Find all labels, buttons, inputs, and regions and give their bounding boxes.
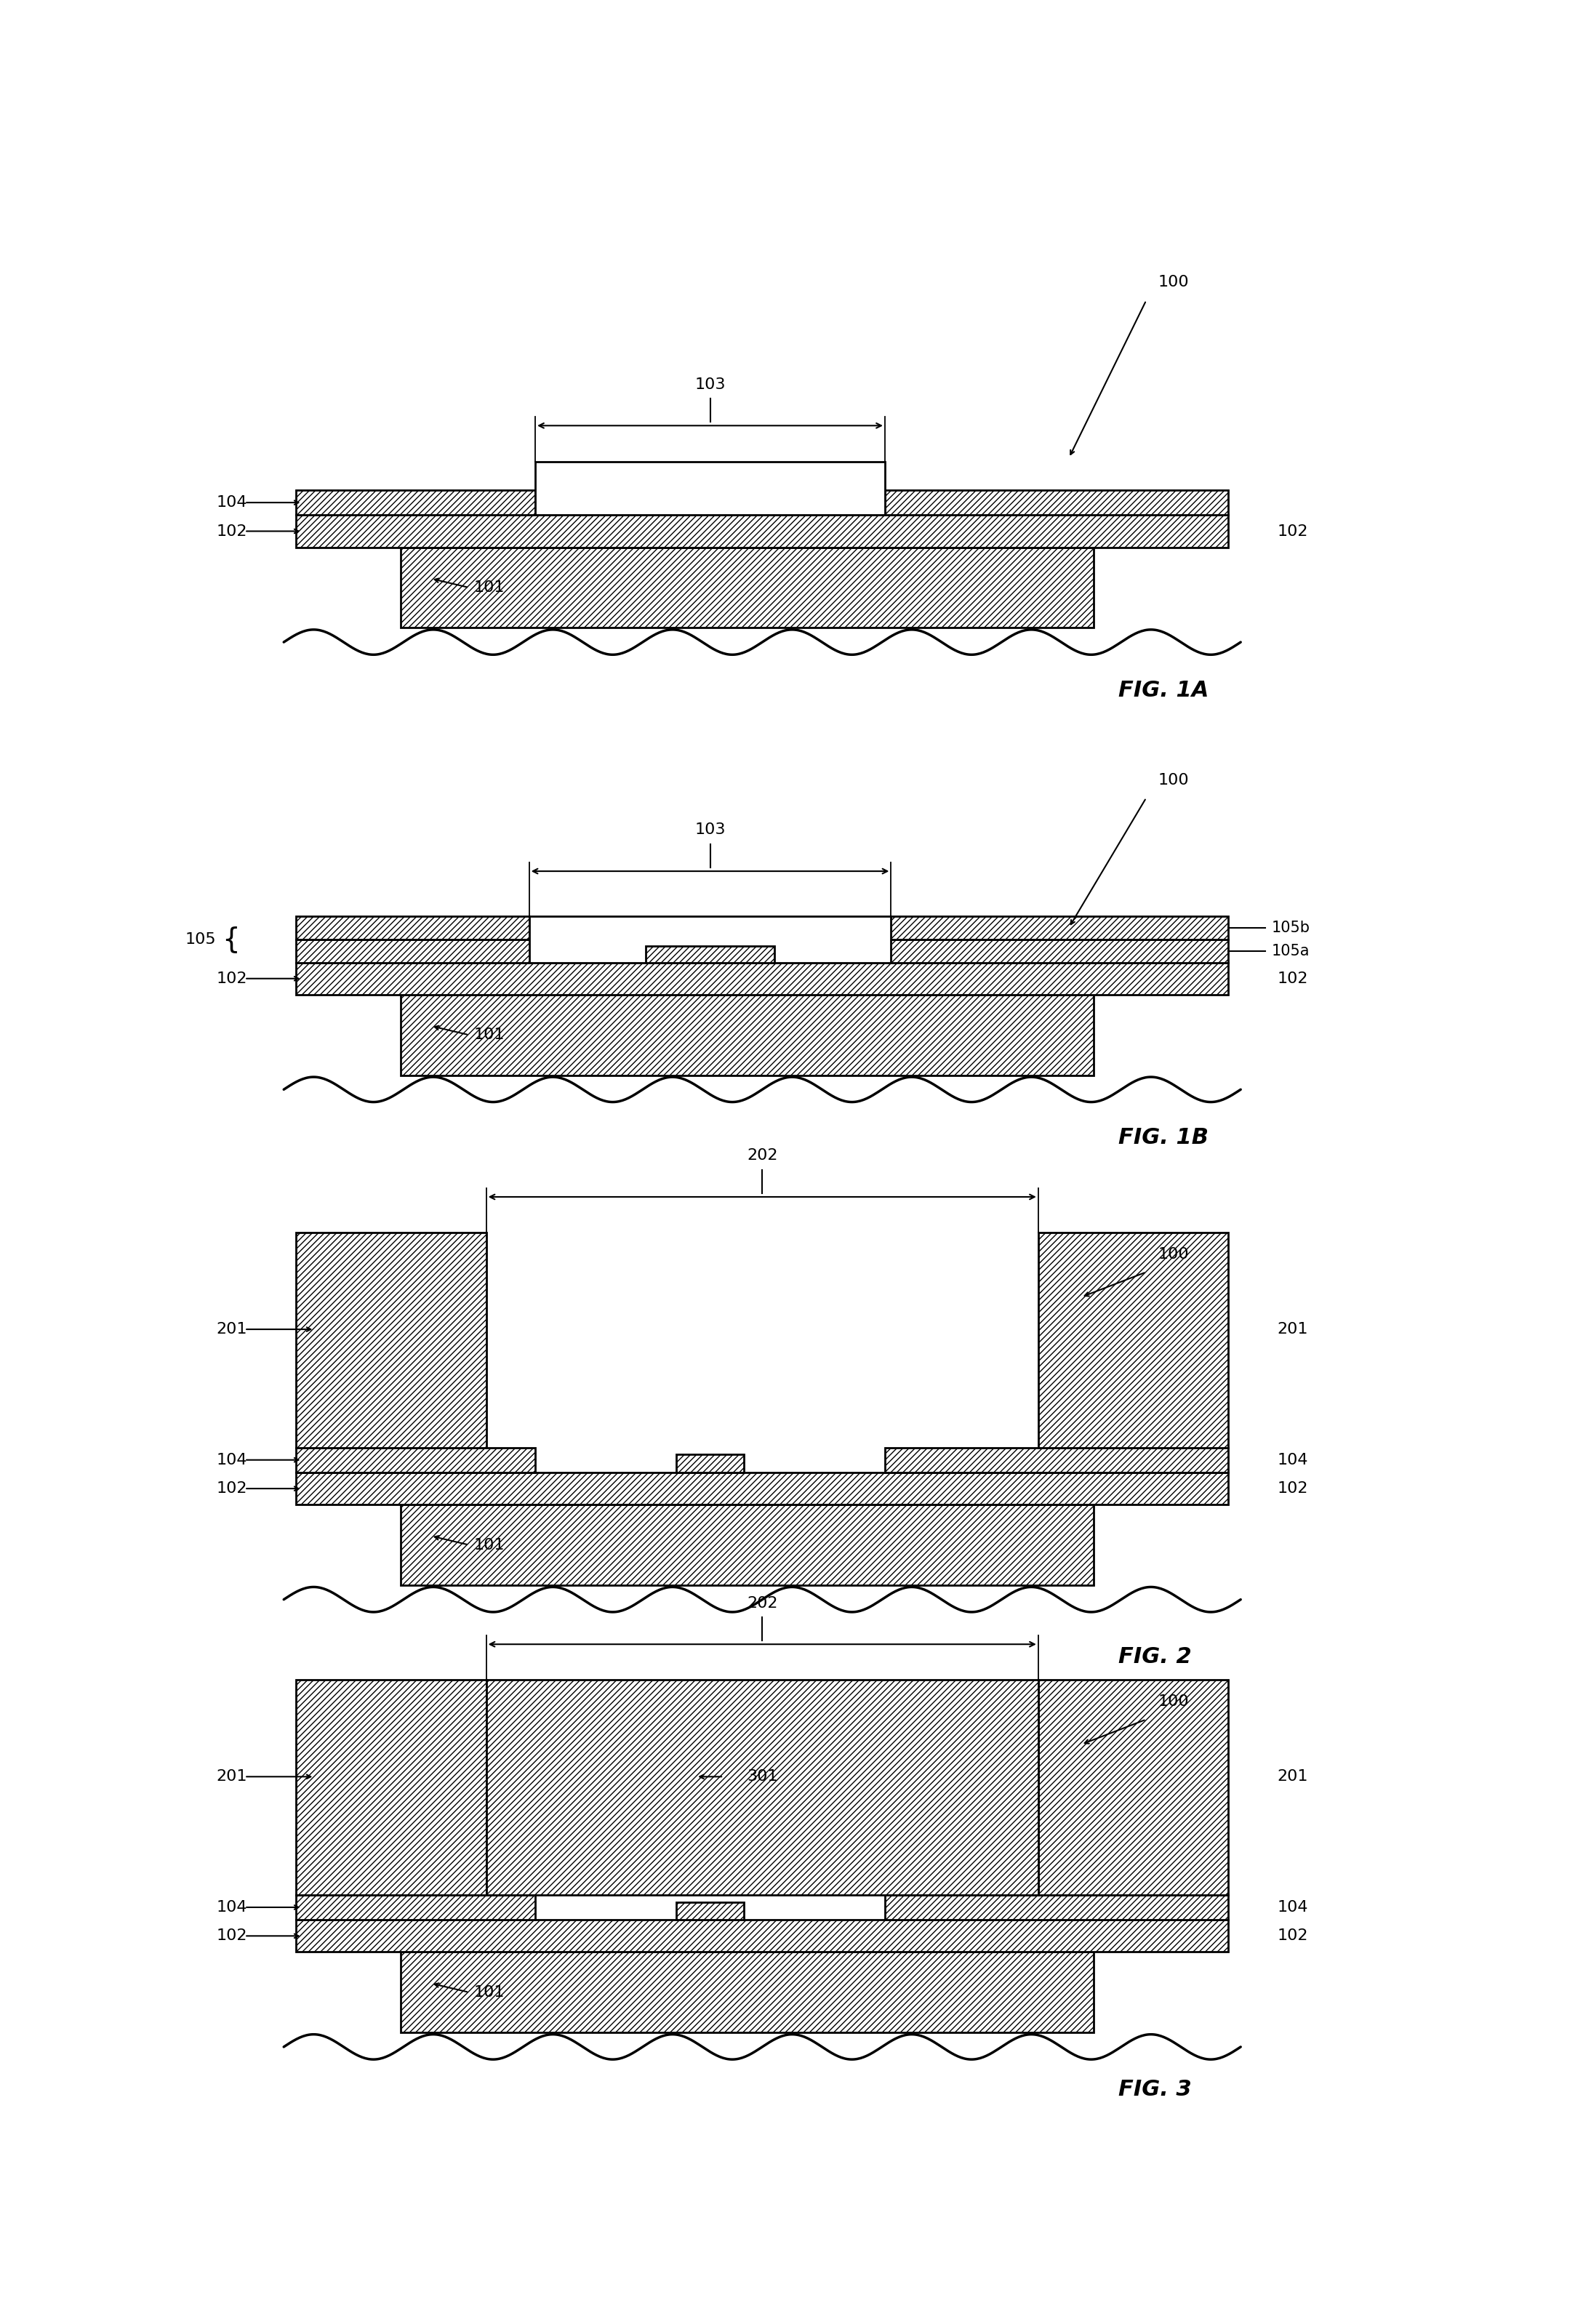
Bar	[296, 516, 1228, 546]
Text: 102: 102	[1277, 1480, 1309, 1497]
Text: 103: 103	[695, 376, 725, 393]
Text: 102: 102	[215, 523, 247, 539]
Text: FIG. 2: FIG. 2	[1118, 1645, 1192, 1666]
Text: 102: 102	[1277, 971, 1309, 985]
Text: 100: 100	[1157, 772, 1189, 788]
Text: 201: 201	[1277, 1322, 1309, 1336]
Text: {: {	[222, 925, 241, 953]
Text: 102: 102	[215, 1480, 247, 1497]
Text: 104: 104	[215, 1901, 247, 1915]
Bar	[1038, 1680, 1228, 1894]
Text: 201: 201	[215, 1769, 247, 1785]
Text: 100: 100	[1157, 274, 1189, 290]
Text: 101: 101	[473, 581, 505, 595]
Bar	[646, 946, 774, 962]
Text: 202: 202	[747, 1597, 777, 1611]
Bar	[296, 1920, 1228, 1952]
Text: 102: 102	[215, 1929, 247, 1943]
Bar	[400, 995, 1094, 1076]
Bar	[885, 490, 1228, 516]
Bar	[296, 490, 535, 516]
Bar	[400, 546, 1094, 627]
Text: FIG. 3: FIG. 3	[1118, 2080, 1192, 2101]
Bar	[646, 946, 774, 962]
Bar	[296, 1232, 486, 1448]
Bar	[296, 939, 535, 962]
Text: 102: 102	[1277, 523, 1309, 539]
Bar	[296, 1894, 535, 1920]
Bar	[296, 1473, 1228, 1504]
Text: FIG. 1A: FIG. 1A	[1118, 681, 1208, 702]
Bar	[400, 1504, 1094, 1585]
Text: 201: 201	[215, 1322, 247, 1336]
Bar	[676, 1455, 744, 1473]
Text: 103: 103	[695, 823, 725, 837]
Bar	[891, 916, 1228, 939]
Text: 104: 104	[215, 1452, 247, 1466]
Bar	[400, 1952, 1094, 2034]
Text: 100: 100	[1157, 1248, 1189, 1262]
Text: 105a: 105a	[1271, 944, 1309, 957]
Bar	[296, 1448, 535, 1473]
Bar	[529, 916, 891, 962]
Bar	[1038, 1232, 1228, 1448]
Bar	[885, 939, 1228, 962]
Text: 100: 100	[1157, 1694, 1189, 1708]
Bar	[296, 1680, 486, 1894]
Text: 105b: 105b	[1271, 920, 1309, 934]
Bar	[885, 1448, 1228, 1473]
Text: 104: 104	[215, 495, 247, 509]
Bar	[535, 462, 885, 516]
Text: 202: 202	[747, 1148, 777, 1162]
Text: 201: 201	[1277, 1769, 1309, 1785]
Text: FIG. 1B: FIG. 1B	[1118, 1127, 1208, 1148]
Text: 104: 104	[1277, 1452, 1309, 1466]
Text: 102: 102	[1277, 1929, 1309, 1943]
Text: 101: 101	[473, 1538, 505, 1552]
Text: 101: 101	[473, 1027, 505, 1041]
Bar	[296, 962, 1228, 995]
Text: 301: 301	[747, 1769, 777, 1785]
Text: 102: 102	[215, 971, 247, 985]
Bar	[676, 1901, 744, 1920]
Bar	[486, 1680, 1038, 1894]
Bar	[296, 916, 529, 939]
Text: 101: 101	[473, 1985, 505, 1999]
Bar	[885, 1894, 1228, 1920]
Text: 104: 104	[1277, 1901, 1309, 1915]
Text: 105: 105	[185, 932, 217, 946]
